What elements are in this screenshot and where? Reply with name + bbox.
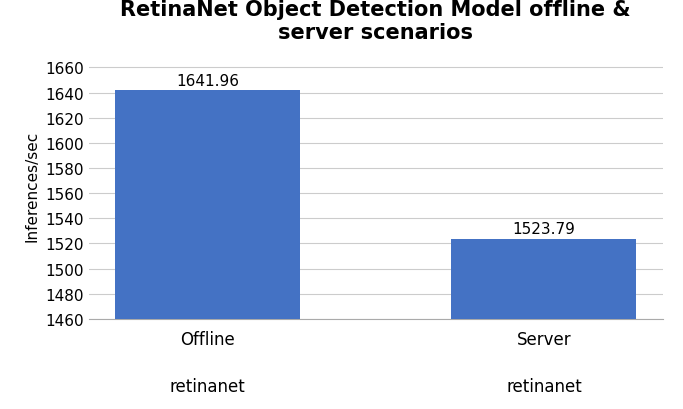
Text: 1641.96: 1641.96	[176, 73, 239, 88]
Text: retinanet: retinanet	[169, 378, 245, 396]
Text: 1523.79: 1523.79	[512, 222, 575, 236]
Bar	[451, 239, 637, 409]
Bar	[115, 91, 300, 409]
Y-axis label: Inferences/sec: Inferences/sec	[25, 130, 40, 242]
Text: retinanet: retinanet	[506, 378, 582, 396]
Title: RetinaNet Object Detection Model offline &
server scenarios: RetinaNet Object Detection Model offline…	[120, 0, 631, 43]
